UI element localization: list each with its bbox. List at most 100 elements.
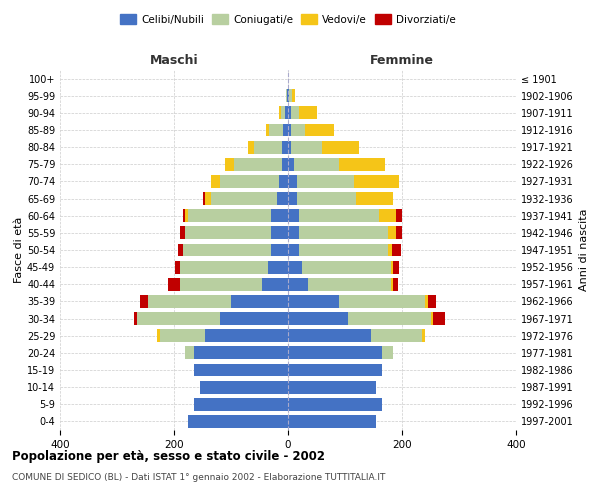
Bar xyxy=(283,158,288,170)
Bar xyxy=(160,330,205,342)
Text: COMUNE DI SEDICO (BL) - Dati ISTAT 1° gennaio 2002 - Elaborazione TUTTITALIA.IT: COMUNE DI SEDICO (BL) - Dati ISTAT 1° ge… xyxy=(12,472,385,482)
Bar xyxy=(180,278,262,290)
Bar xyxy=(299,226,388,239)
Bar xyxy=(308,278,391,290)
Bar xyxy=(285,106,288,120)
Bar xyxy=(391,260,394,274)
Text: Maschi: Maschi xyxy=(149,54,199,66)
Bar xyxy=(157,330,160,342)
Bar xyxy=(299,210,379,222)
Bar xyxy=(428,295,436,308)
Bar xyxy=(302,260,391,274)
Bar xyxy=(288,175,296,188)
Y-axis label: Anni di nascita: Anni di nascita xyxy=(579,209,589,291)
Bar xyxy=(185,226,271,239)
Text: Femmine: Femmine xyxy=(370,54,434,66)
Bar xyxy=(226,158,234,170)
Bar xyxy=(394,260,399,274)
Bar xyxy=(194,364,288,376)
Bar xyxy=(271,226,288,239)
Bar xyxy=(288,124,291,136)
Bar xyxy=(288,364,382,376)
Bar xyxy=(392,244,401,256)
Bar xyxy=(288,398,382,410)
Bar xyxy=(394,278,398,290)
Bar xyxy=(211,175,220,188)
Legend: Celibi/Nubili, Coniugati/e, Vedovi/e, Divorziati/e: Celibi/Nubili, Coniugati/e, Vedovi/e, Di… xyxy=(116,10,460,29)
Bar xyxy=(388,244,392,256)
Bar xyxy=(391,278,394,290)
Bar xyxy=(178,244,182,256)
Bar xyxy=(288,260,302,274)
Bar xyxy=(269,124,283,136)
Bar xyxy=(289,90,292,102)
Bar xyxy=(268,260,288,274)
Bar xyxy=(288,346,382,360)
Bar xyxy=(205,330,288,342)
Bar xyxy=(288,90,289,102)
Bar xyxy=(188,210,271,222)
Bar xyxy=(305,124,334,136)
Bar xyxy=(291,140,322,153)
Text: Popolazione per età, sesso e stato civile - 2002: Popolazione per età, sesso e stato civil… xyxy=(12,450,325,463)
Bar xyxy=(203,192,205,205)
Bar xyxy=(182,210,185,222)
Bar xyxy=(287,90,288,102)
Bar xyxy=(288,380,376,394)
Bar xyxy=(185,210,188,222)
Bar xyxy=(422,330,425,342)
Bar xyxy=(283,140,288,153)
Bar xyxy=(433,312,445,325)
Bar xyxy=(397,226,402,239)
Bar xyxy=(262,278,288,290)
Bar xyxy=(299,106,317,120)
Bar xyxy=(254,140,283,153)
Bar xyxy=(188,415,288,428)
Bar xyxy=(288,106,291,120)
Bar xyxy=(180,260,268,274)
Bar xyxy=(288,415,376,428)
Bar xyxy=(168,278,180,290)
Bar xyxy=(296,175,353,188)
Bar xyxy=(292,90,295,102)
Bar xyxy=(288,330,371,342)
Bar xyxy=(211,192,277,205)
Bar xyxy=(280,175,288,188)
Bar xyxy=(291,124,305,136)
Bar xyxy=(288,278,308,290)
Bar xyxy=(234,158,283,170)
Bar xyxy=(288,192,296,205)
Bar xyxy=(220,175,280,188)
Bar xyxy=(180,226,185,239)
Bar xyxy=(248,140,254,153)
Bar xyxy=(340,158,385,170)
Bar xyxy=(291,106,299,120)
Bar xyxy=(288,158,294,170)
Bar xyxy=(175,260,180,274)
Bar xyxy=(148,295,231,308)
Bar xyxy=(296,192,356,205)
Bar xyxy=(371,330,422,342)
Bar xyxy=(182,244,271,256)
Bar xyxy=(288,210,299,222)
Bar xyxy=(379,210,397,222)
Bar xyxy=(425,295,428,308)
Bar xyxy=(299,244,388,256)
Bar xyxy=(277,192,288,205)
Bar xyxy=(271,244,288,256)
Bar xyxy=(137,312,220,325)
Bar xyxy=(200,380,288,394)
Bar xyxy=(397,210,402,222)
Bar xyxy=(322,140,359,153)
Bar xyxy=(431,312,433,325)
Bar xyxy=(340,295,425,308)
Bar xyxy=(286,90,287,102)
Bar xyxy=(353,175,399,188)
Bar xyxy=(348,312,431,325)
Bar xyxy=(388,226,397,239)
Bar xyxy=(205,192,211,205)
Bar xyxy=(288,140,291,153)
Bar xyxy=(356,192,394,205)
Bar xyxy=(134,312,137,325)
Bar xyxy=(185,346,194,360)
